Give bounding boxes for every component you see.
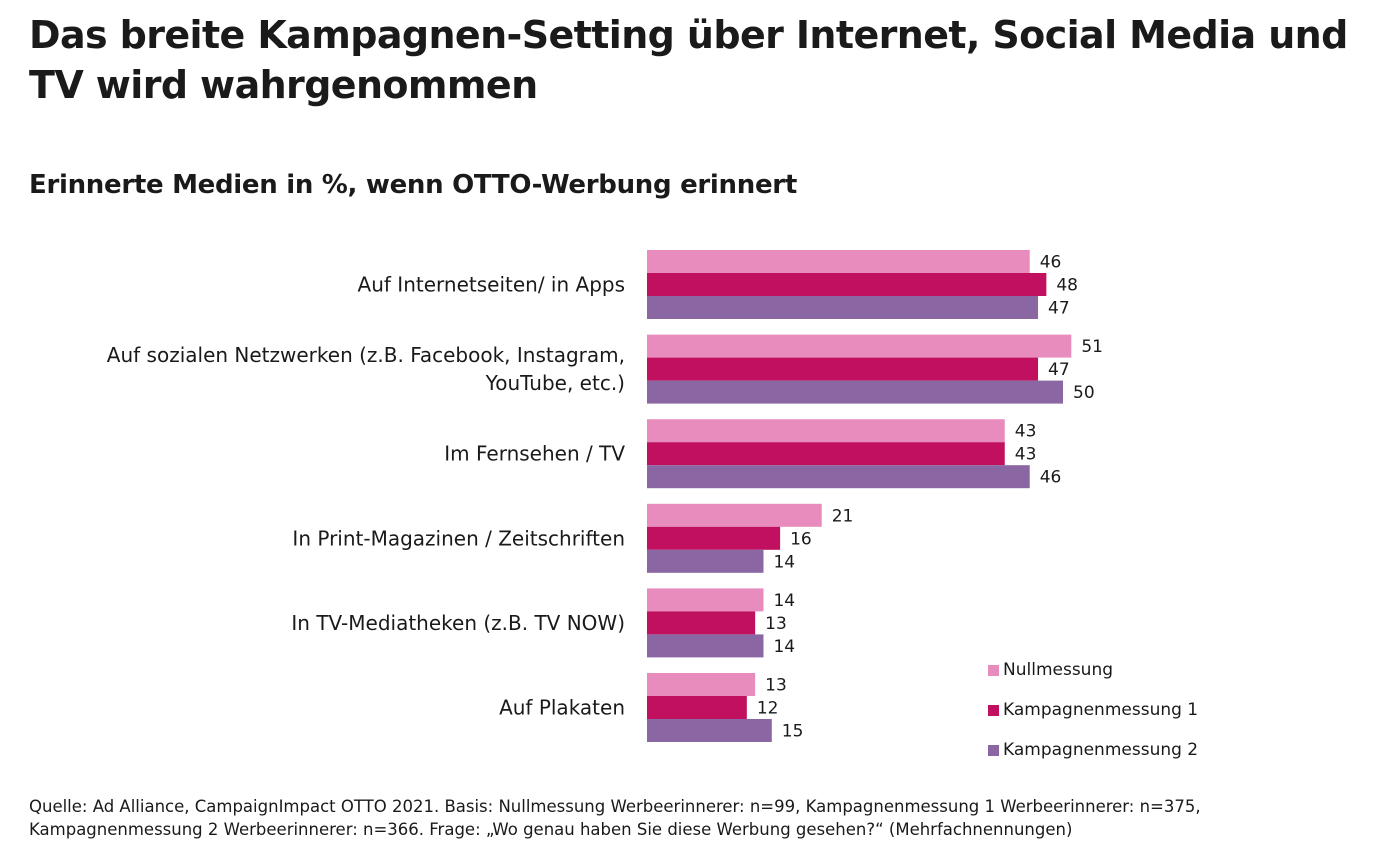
bar xyxy=(647,588,764,612)
bar xyxy=(647,696,747,719)
category-label: Auf Internetseiten/ in Apps xyxy=(358,273,625,297)
legend: Nullmessung Kampagnenmessung 1 Kampagnen… xyxy=(988,650,1198,770)
bar xyxy=(647,673,756,696)
value-label: 46 xyxy=(1040,253,1062,273)
bar xyxy=(647,465,1030,489)
category-label: In Print-Magazinen / Zeitschriften xyxy=(292,526,625,550)
value-label: 48 xyxy=(1056,276,1078,296)
bar xyxy=(647,634,764,658)
category-label: Auf sozialen Netzwerken (z.B. Facebook, … xyxy=(107,343,625,395)
bar xyxy=(647,250,1030,273)
bar xyxy=(647,526,781,550)
legend-item-kampagnenmessung-1: Kampagnenmessung 1 xyxy=(988,690,1198,730)
value-label: 43 xyxy=(1015,445,1037,465)
bar-chart: Auf Internetseiten/ in Apps 46 48 47 Auf soz… xyxy=(107,250,1103,742)
legend-label-kampagnenmessung-2: Kampagnenmessung 2 xyxy=(1003,740,1199,760)
bar xyxy=(647,296,1039,319)
legend-label-kampagnenmessung-1: Kampagnenmessung 1 xyxy=(1003,700,1199,720)
bar xyxy=(647,503,822,527)
value-label: 14 xyxy=(773,637,795,657)
value-label: 13 xyxy=(765,614,787,634)
value-label: 15 xyxy=(782,722,804,742)
bar xyxy=(647,611,756,635)
value-label: 16 xyxy=(790,529,812,549)
value-label: 46 xyxy=(1040,468,1062,488)
chart-title: Das breite Kampagnen-Setting über Intern… xyxy=(29,13,1348,107)
value-label: 14 xyxy=(773,591,795,611)
value-label: 50 xyxy=(1073,383,1095,403)
bar xyxy=(647,380,1063,404)
value-label: 47 xyxy=(1048,299,1070,319)
bar xyxy=(647,273,1047,296)
value-label: 21 xyxy=(832,506,854,526)
bar xyxy=(647,719,772,742)
category-label: Auf Plakaten xyxy=(499,696,625,720)
legend-swatch-nullmessung xyxy=(988,664,999,676)
value-label: 47 xyxy=(1048,360,1070,380)
bar xyxy=(647,549,764,573)
category-label: Im Fernsehen / TV xyxy=(444,442,625,466)
category-label: In TV-Mediatheken (z.B. TV NOW) xyxy=(291,611,625,635)
value-label: 12 xyxy=(757,699,779,719)
value-label: 14 xyxy=(773,552,795,572)
legend-item-kampagnenmessung-2: Kampagnenmessung 2 xyxy=(988,730,1198,770)
legend-item-nullmessung: Nullmessung xyxy=(988,650,1198,690)
bar xyxy=(647,419,1005,443)
value-label: 51 xyxy=(1081,337,1103,357)
bar xyxy=(647,357,1039,381)
legend-swatch-kampagnenmessung-2 xyxy=(988,744,999,756)
bar xyxy=(647,334,1072,358)
value-label: 13 xyxy=(765,676,787,696)
legend-label-nullmessung: Nullmessung xyxy=(1003,660,1114,680)
chart-subtitle: Erinnerte Medien in %, wenn OTTO-Werbung… xyxy=(29,170,797,200)
source-note: Quelle: Ad Alliance, CampaignImpact OTTO… xyxy=(29,797,1201,839)
legend-swatch-kampagnenmessung-1 xyxy=(988,704,999,716)
value-label: 43 xyxy=(1015,422,1037,442)
bar xyxy=(647,442,1005,466)
